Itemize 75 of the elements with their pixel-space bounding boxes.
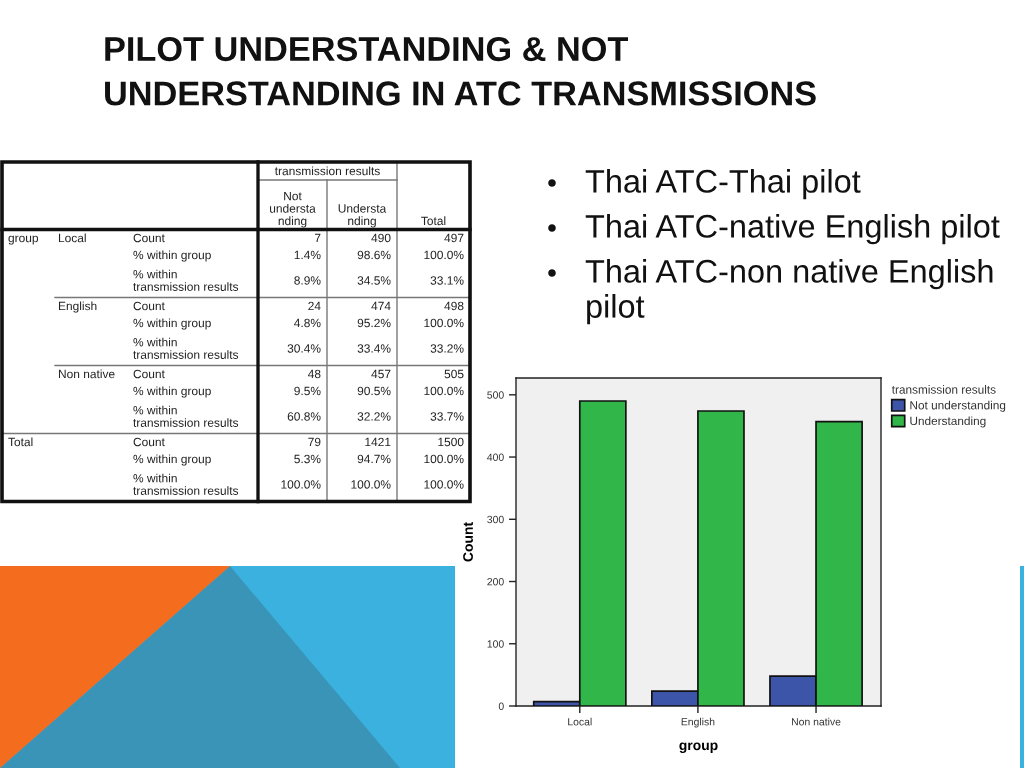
text: 94.7% xyxy=(357,454,391,464)
text: Thai ATC-native English pilot xyxy=(585,214,1000,245)
text: 4.8% xyxy=(294,318,321,328)
text: 457 xyxy=(371,369,391,379)
text: 474 xyxy=(371,301,391,311)
y-tick-label: 500 xyxy=(487,391,504,399)
category-label: English xyxy=(58,301,97,313)
text: 98.6% xyxy=(357,250,391,260)
text: 490 xyxy=(371,233,391,243)
text: 1.4% xyxy=(294,250,321,260)
text: Thai ATC-non native English pilot xyxy=(585,259,993,325)
text: 33.4% xyxy=(357,344,391,353)
text: 9.5% xyxy=(294,386,321,396)
y-tick-label: 200 xyxy=(487,578,504,586)
text: 30.4% xyxy=(287,344,321,353)
category-label: Count xyxy=(133,369,165,379)
text: PILOT UNDERSTANDING & NOT UNDERSTANDING IN ATC TRANSMISSIONS xyxy=(105,36,816,106)
category-label: % within group xyxy=(133,318,211,330)
category-label: % within transmission results xyxy=(133,337,239,359)
category-label: % within group xyxy=(133,454,211,466)
x-tick-label: Local xyxy=(568,717,592,726)
category-label: Count xyxy=(133,233,165,243)
category-label: Non native xyxy=(58,369,115,379)
text: 497 xyxy=(444,233,464,243)
category-label: Understa nding xyxy=(338,203,387,228)
legend-label: Not understanding xyxy=(910,400,1006,412)
legend-title: transmission results xyxy=(891,385,996,394)
category-label: % within group xyxy=(133,250,211,262)
text: 100.0% xyxy=(281,480,321,489)
text: 33.7% xyxy=(430,412,464,421)
category-label: Count xyxy=(133,301,165,311)
text: 48 xyxy=(307,369,321,379)
y-tick-label: 0 xyxy=(498,702,504,710)
text: 8.9% xyxy=(294,276,321,285)
x-tick-label: English xyxy=(681,717,715,728)
text: 24 xyxy=(308,301,321,311)
y-tick-label: 100 xyxy=(487,640,504,648)
text: 1421 xyxy=(365,437,391,447)
text: 79 xyxy=(308,437,321,447)
text: 1500 xyxy=(438,437,464,447)
category-label: Not understa nding xyxy=(270,191,316,228)
category-label: Total xyxy=(8,437,33,447)
text: 505 xyxy=(444,369,464,379)
text: 100.0% xyxy=(351,480,391,489)
text: group xyxy=(8,235,39,245)
y-axis-title: Count xyxy=(463,522,473,562)
text: Thai ATC-Thai pilot xyxy=(585,169,861,200)
text: 33.2% xyxy=(430,344,464,353)
category-label: % within transmission results xyxy=(133,269,239,291)
text: 95.2% xyxy=(357,318,391,328)
category-label: % within group xyxy=(133,386,211,398)
text: 60.8% xyxy=(287,412,321,421)
text: 34.5% xyxy=(357,276,391,285)
text: 100.0% xyxy=(424,386,464,396)
text: 100.0% xyxy=(424,318,464,328)
text: 7 xyxy=(314,233,321,243)
category-label: Local xyxy=(58,233,86,243)
text: 100.0% xyxy=(424,250,464,260)
text: 498 xyxy=(444,301,464,311)
x-tick-label: Non native xyxy=(791,717,841,726)
text: 90.5% xyxy=(357,386,391,396)
text: 33.1% xyxy=(430,276,464,285)
text: 32.2% xyxy=(357,412,391,421)
x-axis-title: group xyxy=(679,742,718,753)
category-label: % within transmission results xyxy=(133,473,239,495)
category-label: Count xyxy=(133,437,165,447)
y-tick-label: 400 xyxy=(487,453,504,461)
text: 100.0% xyxy=(424,480,464,489)
text: 100.0% xyxy=(424,454,464,464)
legend-label: Understanding xyxy=(910,416,986,428)
category-label: Total xyxy=(421,216,446,226)
category-label: % within transmission results xyxy=(133,405,239,427)
text: transmission results xyxy=(274,166,380,176)
text: 5.3% xyxy=(294,454,321,464)
y-tick-label: 300 xyxy=(487,515,504,524)
